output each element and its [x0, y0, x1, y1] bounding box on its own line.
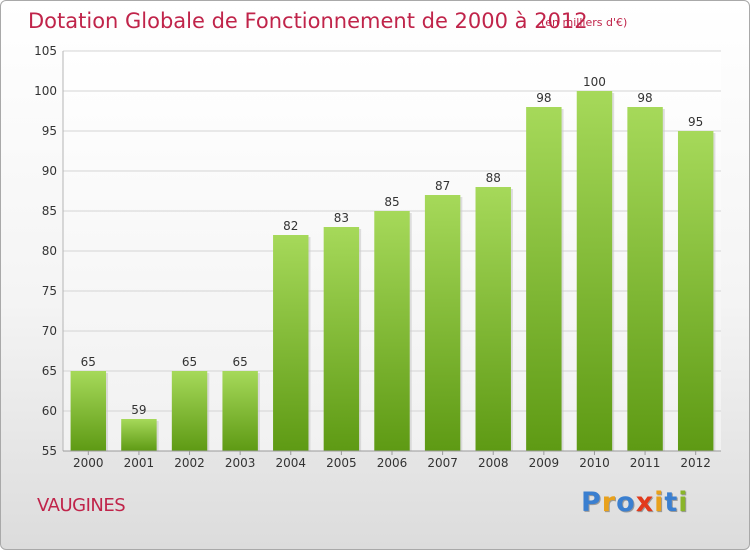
y-tick-label: 90 — [42, 164, 57, 178]
x-axis: 2000 2001 2002 2003 2004 2005 2006 2007 2008 2009… — [73, 451, 711, 470]
bar — [323, 227, 360, 451]
data-labels: 65 59 65 65 82 83 85 87 88 98 100 98 95 — [81, 75, 704, 417]
data-label: 100 — [583, 75, 606, 89]
y-tick-label: 70 — [42, 324, 57, 338]
x-tick-label: 2002 — [174, 456, 205, 470]
logo-letter: r — [601, 487, 617, 518]
data-label: 87 — [435, 179, 450, 193]
y-tick-label: 95 — [42, 124, 57, 138]
y-tick-label: 75 — [42, 284, 57, 298]
bar — [171, 371, 208, 451]
y-tick-label: 60 — [42, 404, 57, 418]
bar — [424, 195, 461, 451]
y-tick-label: 80 — [42, 244, 57, 258]
bars — [70, 91, 716, 451]
bar — [627, 107, 663, 451]
y-tick-label: 65 — [42, 364, 57, 378]
data-label: 82 — [283, 219, 298, 233]
y-axis: 55 60 65 70 75 80 85 90 95 100 105 — [34, 44, 721, 458]
logo-letter: t — [664, 487, 679, 518]
logo-letter: o — [616, 487, 636, 518]
data-label: 83 — [334, 211, 349, 225]
bar — [576, 91, 613, 451]
data-label: 88 — [486, 171, 501, 185]
bar — [677, 131, 714, 451]
bar — [526, 107, 562, 451]
bar — [70, 371, 107, 451]
x-tick-label: 2009 — [529, 456, 560, 470]
commune-name: VAUGINES — [37, 495, 126, 516]
x-tick-label: 2012 — [680, 456, 711, 470]
y-tick-label: 85 — [42, 204, 57, 218]
chart-title: Dotation Globale de Fonctionnement de 20… — [28, 9, 588, 33]
x-tick-label: 2007 — [427, 456, 458, 470]
data-label: 95 — [688, 115, 703, 129]
x-tick-label: 2010 — [579, 456, 610, 470]
data-label: 65 — [233, 355, 248, 369]
logo-letter: P — [581, 487, 602, 518]
data-label: 65 — [182, 355, 197, 369]
chart-subtitle: (en milliers d'€) — [541, 16, 628, 29]
logo-letter: x — [635, 487, 655, 518]
bar — [222, 371, 258, 451]
data-label: 59 — [131, 403, 146, 417]
y-tick-label: 105 — [34, 44, 57, 58]
logo-letter: i — [678, 487, 689, 518]
bar — [121, 419, 157, 451]
data-label: 98 — [637, 91, 652, 105]
bar — [374, 211, 410, 451]
x-tick-label: 2006 — [377, 456, 408, 470]
x-tick-label: 2004 — [275, 456, 306, 470]
x-tick-label: 2005 — [326, 456, 357, 470]
y-tick-label: 55 — [42, 444, 57, 458]
bar — [475, 187, 511, 451]
x-tick-label: 2008 — [478, 456, 509, 470]
data-label: 98 — [536, 91, 551, 105]
x-tick-label: 2000 — [73, 456, 104, 470]
x-tick-label: 2011 — [630, 456, 661, 470]
logo-letter: i — [654, 487, 665, 518]
data-label: 65 — [81, 355, 96, 369]
x-tick-label: 2003 — [225, 456, 256, 470]
y-tick-label: 100 — [34, 84, 57, 98]
x-tick-label: 2001 — [124, 456, 155, 470]
bar — [273, 235, 309, 451]
data-label: 85 — [384, 195, 399, 209]
proxiti-logo: Proxiti — [581, 487, 689, 518]
